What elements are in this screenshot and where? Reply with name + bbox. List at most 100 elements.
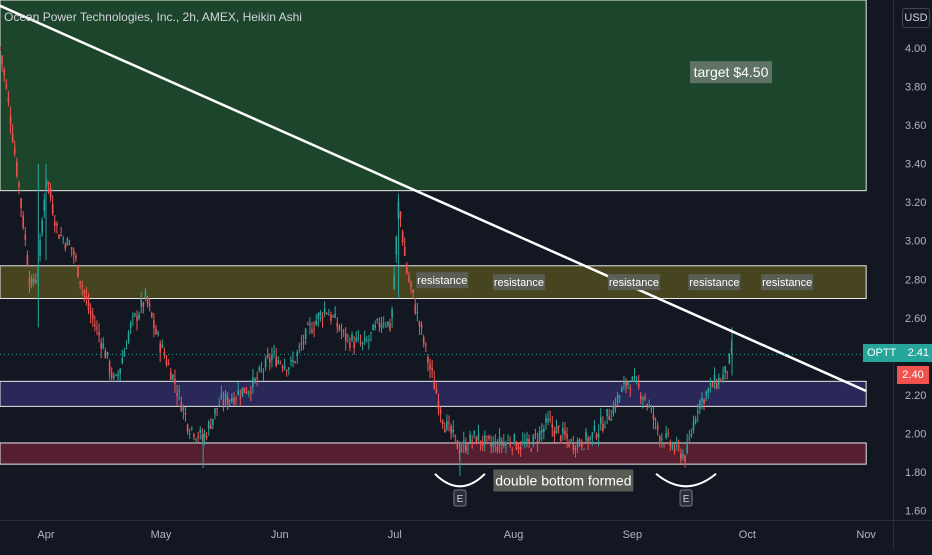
candle-body <box>448 422 450 424</box>
candle-body <box>559 435 562 441</box>
candle-body <box>446 420 448 430</box>
candle-body <box>521 441 524 444</box>
candle-body <box>433 379 436 390</box>
candle-body <box>511 448 514 451</box>
y-tick-label: 3.20 <box>905 197 926 209</box>
candle-body <box>311 329 313 333</box>
candle-body <box>576 440 579 448</box>
last-price: 2.41 <box>907 347 929 359</box>
candle-body <box>20 198 22 209</box>
candle-body <box>705 391 707 396</box>
candle-body <box>239 396 242 398</box>
candle-body <box>654 418 657 421</box>
candle-body <box>471 440 473 442</box>
currency-button[interactable]: USD <box>902 8 930 28</box>
candle-body <box>344 333 347 342</box>
candle-body <box>3 69 6 75</box>
candle-body <box>728 353 731 364</box>
x-tick-label: Jul <box>388 529 402 541</box>
candle-body <box>252 377 254 388</box>
resistance-label-box <box>761 274 814 291</box>
candle-body <box>462 440 465 444</box>
candle-body <box>129 322 132 329</box>
candle-body <box>391 309 393 319</box>
candle-body <box>197 436 199 438</box>
candle-body <box>138 314 140 319</box>
candle-body <box>336 322 339 327</box>
zone-support-lower <box>0 442 867 465</box>
y-tick-label: 2.00 <box>905 428 926 440</box>
candle-body <box>81 285 84 287</box>
candle-body <box>26 254 29 267</box>
candle-body <box>100 342 102 349</box>
candle-body <box>365 340 368 342</box>
candle-body <box>287 367 290 370</box>
candle-body <box>500 440 503 446</box>
candle-body <box>667 432 670 435</box>
candle-body <box>551 423 554 428</box>
candle-body <box>180 402 183 412</box>
candle-body <box>279 362 282 364</box>
candle-body <box>328 314 330 316</box>
candle-body <box>172 374 174 380</box>
candle-body <box>530 449 533 452</box>
candle-body <box>372 324 374 331</box>
previous-price: 2.40 <box>902 369 924 381</box>
candle-body <box>58 234 60 239</box>
candle-body <box>83 290 86 294</box>
candle-body <box>304 328 307 339</box>
candle-body <box>119 368 121 374</box>
candle-body <box>176 393 178 396</box>
candle-body <box>621 387 623 393</box>
candle-body <box>142 302 145 307</box>
candle-body <box>298 346 301 348</box>
double-bottom-arc-right <box>655 473 717 488</box>
candle-body <box>199 429 202 433</box>
candle-body <box>332 316 334 318</box>
candle-body <box>418 321 421 327</box>
candle-body <box>355 338 358 342</box>
target-label: target $4.50 <box>694 64 769 80</box>
candle-body <box>264 358 267 368</box>
candle-body <box>486 435 488 437</box>
candle-body <box>121 358 124 364</box>
candle-body <box>616 395 619 403</box>
candle-body <box>376 318 379 321</box>
candle-body <box>77 265 79 278</box>
candle-body <box>635 379 638 382</box>
candle-body <box>460 449 463 451</box>
candle-body <box>602 423 604 431</box>
candle-body <box>707 388 710 393</box>
candle-body <box>9 115 12 125</box>
candle-body <box>555 426 558 434</box>
candle-body <box>538 431 541 440</box>
resistance-label-box <box>416 272 469 289</box>
candle-body <box>207 421 210 429</box>
candle-body <box>730 348 733 351</box>
candle-body <box>496 446 499 452</box>
candle-body <box>547 418 549 422</box>
candle-body <box>595 433 598 439</box>
candle-body <box>18 182 20 187</box>
candle-body <box>193 434 195 438</box>
candle-body <box>363 338 366 341</box>
candle-body <box>13 147 16 154</box>
candle-body <box>16 162 18 176</box>
candle-body <box>150 312 153 318</box>
candle-body <box>572 444 575 451</box>
candle-body <box>534 433 537 435</box>
x-tick-label: Nov <box>856 529 876 541</box>
candle-body <box>701 397 703 402</box>
candle-body <box>699 400 701 409</box>
candle-body <box>306 323 309 325</box>
candle-body <box>60 235 62 237</box>
candle-body <box>580 443 583 447</box>
candle-body <box>431 367 433 371</box>
candle-body <box>321 316 324 319</box>
candle-body <box>353 342 355 348</box>
candle-body <box>637 383 640 387</box>
candle-body <box>395 236 398 255</box>
candle-body <box>675 441 678 445</box>
